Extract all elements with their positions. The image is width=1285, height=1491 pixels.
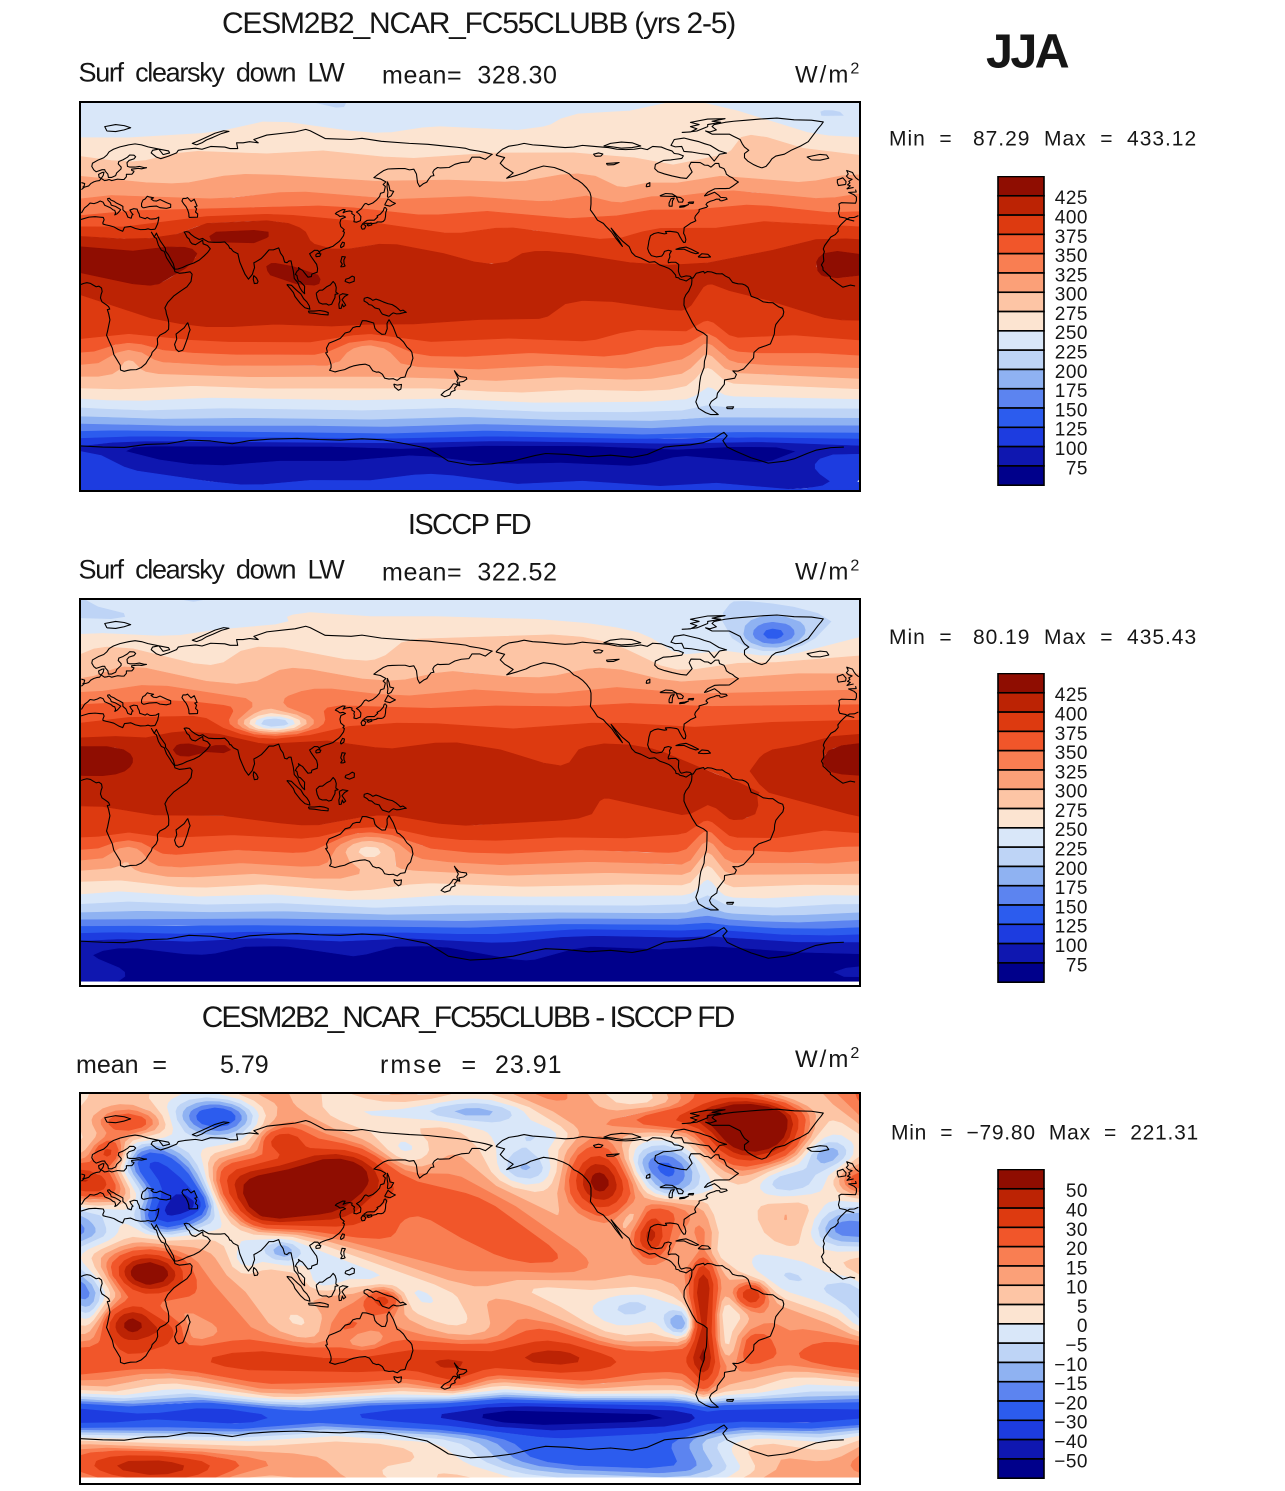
svg-text:Min = 80.19 Max = 435.43: Min = 80.19 Max = 435.43 [889, 626, 1197, 649]
svg-text:0: 0 [1077, 1316, 1088, 1337]
svg-text:CESM2B2_NCAR_FC55CLUBB - ISCCP: CESM2B2_NCAR_FC55CLUBB - ISCCP FD [202, 1001, 735, 1034]
svg-text:JJA: JJA [986, 24, 1069, 78]
svg-text:mean= 322.52: mean= 322.52 [382, 559, 558, 587]
svg-text:20: 20 [1066, 1239, 1088, 1260]
svg-text:150: 150 [1055, 400, 1088, 421]
svg-text:425: 425 [1055, 188, 1088, 209]
svg-text:−30: −30 [1054, 1413, 1088, 1434]
svg-text:100: 100 [1055, 439, 1088, 460]
svg-text:10: 10 [1066, 1278, 1088, 1299]
svg-text:W/m2: W/m2 [795, 556, 861, 585]
svg-text:400: 400 [1055, 705, 1088, 726]
svg-text:30: 30 [1066, 1220, 1088, 1241]
svg-text:275: 275 [1055, 304, 1088, 325]
svg-text:mean= 328.30: mean= 328.30 [382, 62, 558, 90]
svg-text:−50: −50 [1054, 1451, 1088, 1472]
svg-text:300: 300 [1055, 285, 1088, 306]
svg-text:425: 425 [1055, 685, 1088, 706]
svg-text:Surf clearsky down LW: Surf clearsky down LW [79, 58, 346, 88]
svg-text:125: 125 [1055, 917, 1088, 938]
svg-text:350: 350 [1055, 246, 1088, 267]
svg-text:200: 200 [1055, 859, 1088, 880]
svg-text:375: 375 [1055, 227, 1088, 248]
svg-text:75: 75 [1066, 458, 1088, 479]
svg-text:150: 150 [1055, 897, 1088, 918]
svg-text:75: 75 [1066, 955, 1088, 976]
svg-text:ISCCP FD: ISCCP FD [408, 509, 531, 541]
svg-text:100: 100 [1055, 936, 1088, 957]
svg-text:CESM2B2_NCAR_FC55CLUBB (yrs 2-: CESM2B2_NCAR_FC55CLUBB (yrs 2-5) [222, 7, 735, 40]
svg-text:300: 300 [1055, 782, 1088, 803]
svg-text:125: 125 [1055, 420, 1088, 441]
svg-text:40: 40 [1066, 1201, 1088, 1222]
svg-text:−5: −5 [1065, 1336, 1088, 1357]
svg-text:−20: −20 [1054, 1393, 1088, 1414]
svg-text:23.91: 23.91 [495, 1051, 563, 1079]
svg-text:W/m2: W/m2 [795, 59, 861, 88]
svg-text:Min = −79.80 Max = 221.31: Min = −79.80 Max = 221.31 [891, 1122, 1199, 1145]
svg-text:275: 275 [1055, 801, 1088, 822]
svg-text:350: 350 [1055, 743, 1088, 764]
svg-text:−15: −15 [1054, 1374, 1088, 1395]
svg-text:250: 250 [1055, 820, 1088, 841]
svg-text:175: 175 [1055, 381, 1088, 402]
svg-text:400: 400 [1055, 208, 1088, 229]
svg-text:−10: −10 [1054, 1355, 1088, 1376]
svg-text:W/m2: W/m2 [795, 1044, 861, 1073]
svg-text:15: 15 [1066, 1258, 1088, 1279]
svg-text:5: 5 [1077, 1297, 1088, 1318]
svg-text:200: 200 [1055, 362, 1088, 383]
svg-text:50: 50 [1066, 1181, 1088, 1202]
svg-text:Min = 87.29 Max = 433.12: Min = 87.29 Max = 433.12 [889, 128, 1197, 151]
svg-text:375: 375 [1055, 724, 1088, 745]
svg-text:rmse =: rmse = [380, 1051, 478, 1079]
svg-text:225: 225 [1055, 343, 1088, 364]
svg-text:5.79: 5.79 [220, 1051, 269, 1079]
svg-text:175: 175 [1055, 878, 1088, 899]
svg-text:225: 225 [1055, 840, 1088, 861]
svg-text:325: 325 [1055, 265, 1088, 286]
svg-text:250: 250 [1055, 323, 1088, 344]
svg-text:mean =: mean = [76, 1051, 167, 1079]
svg-text:325: 325 [1055, 762, 1088, 783]
svg-text:−40: −40 [1054, 1432, 1088, 1453]
svg-text:Surf clearsky down LW: Surf clearsky down LW [79, 555, 346, 585]
